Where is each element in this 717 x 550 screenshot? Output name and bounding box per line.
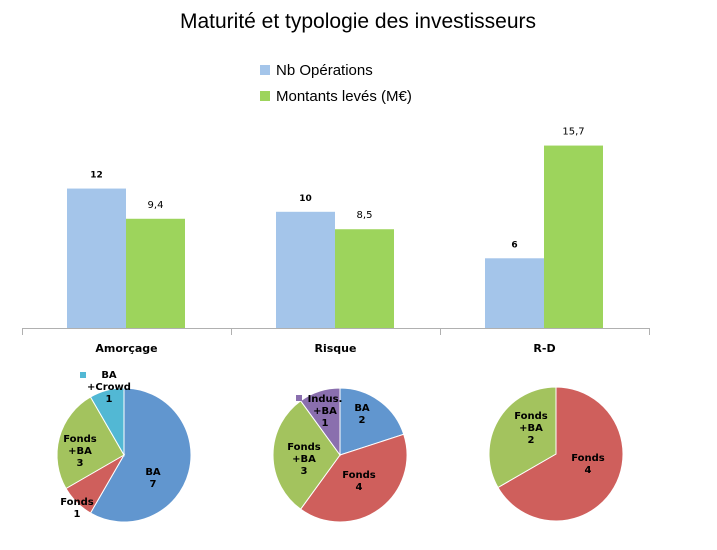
legend-swatch-1 bbox=[260, 65, 270, 75]
bar-Amorçage-2 bbox=[126, 218, 185, 328]
pie-slice-label: +BA bbox=[519, 423, 543, 434]
pie-slice-label: Fonds bbox=[287, 442, 321, 453]
pie-R-D-slice-2 bbox=[488, 386, 557, 489]
pie-slice-label: 4 bbox=[356, 482, 363, 493]
pie-label-swatch bbox=[296, 395, 302, 401]
pie-slice-label: +BA bbox=[313, 406, 337, 417]
pie-slice-label: 1 bbox=[106, 394, 113, 405]
bar-R-D-2 bbox=[544, 145, 603, 328]
bar-Amorçage-1 bbox=[67, 188, 126, 328]
pie-slice-label: 1 bbox=[322, 418, 329, 429]
pie-slice-label: 4 bbox=[585, 465, 592, 476]
pie-slice-label: BA bbox=[354, 403, 370, 414]
chart-title: Maturité et typologie des investisseurs bbox=[180, 10, 536, 33]
pie-slice-label: Fonds bbox=[571, 453, 605, 464]
pie-slice-label: BA bbox=[145, 467, 161, 478]
data-label: 9,4 bbox=[148, 200, 164, 211]
pie-Risque-slice-1 bbox=[339, 387, 405, 456]
category-label: Amorçage bbox=[95, 342, 157, 355]
pie-slice-label: BA bbox=[101, 370, 117, 381]
data-label: 15,7 bbox=[562, 127, 584, 138]
pie-slice-label: 1 bbox=[74, 509, 81, 520]
legend-label-1: Nb Opérations bbox=[276, 62, 373, 79]
legend-swatch-2 bbox=[260, 91, 270, 101]
pie-Amorçage-slice-1 bbox=[89, 387, 192, 523]
data-label: 10 bbox=[299, 194, 312, 204]
pie-slice-label: 7 bbox=[150, 479, 157, 490]
pie-label-swatch bbox=[80, 372, 86, 378]
pie-slice-label: Fonds bbox=[60, 497, 94, 508]
pie-R-D-slice-1 bbox=[497, 386, 624, 522]
data-label: 12 bbox=[90, 171, 103, 181]
pie-Amorçage-slice-3 bbox=[56, 396, 125, 490]
pie-slice-label: +BA bbox=[68, 446, 92, 457]
pie-slice-label: 2 bbox=[359, 415, 366, 426]
pie-slice-label: 3 bbox=[301, 466, 308, 477]
pie-slice-label: 3 bbox=[77, 458, 84, 469]
pie-slice-label: +Crowd bbox=[87, 382, 131, 393]
pie-slice-label: 2 bbox=[528, 435, 535, 446]
pie-slice-label: Fonds bbox=[514, 411, 548, 422]
category-label: R-D bbox=[533, 342, 555, 355]
pie-slice-label: Fonds bbox=[63, 434, 97, 445]
pie-Amorçage-slice-4 bbox=[89, 387, 125, 457]
bar-Risque-2 bbox=[335, 229, 394, 328]
data-label: 6 bbox=[511, 240, 517, 250]
legend-label-2: Montants levés (M€) bbox=[276, 88, 412, 105]
bar-Risque-1 bbox=[276, 211, 335, 328]
pie-Risque-slice-3 bbox=[272, 400, 341, 510]
data-label: 8,5 bbox=[357, 210, 373, 221]
pie-slice-label: Indus. bbox=[308, 394, 343, 405]
pie-slice-label: +BA bbox=[292, 454, 316, 465]
pie-Risque-slice-2 bbox=[299, 433, 408, 523]
bar-R-D-1 bbox=[485, 258, 544, 328]
pie-slice-label: Fonds bbox=[342, 470, 376, 481]
category-label: Risque bbox=[315, 342, 357, 355]
